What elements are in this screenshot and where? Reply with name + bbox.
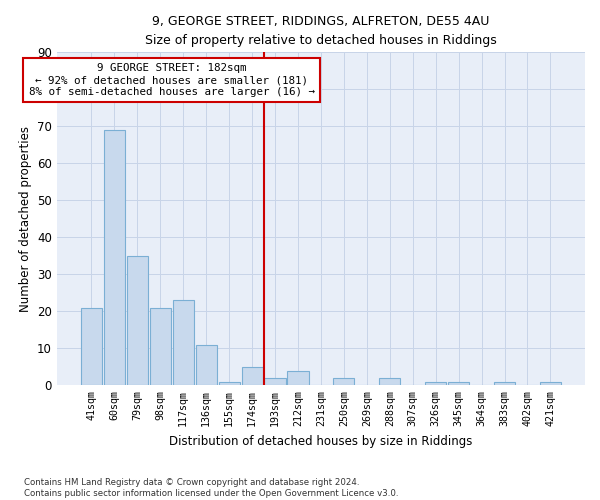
Bar bbox=[242, 367, 263, 386]
Bar bbox=[81, 308, 102, 386]
Bar bbox=[218, 382, 239, 386]
Bar bbox=[494, 382, 515, 386]
Bar bbox=[287, 370, 308, 386]
Text: 9 GEORGE STREET: 182sqm
← 92% of detached houses are smaller (181)
8% of semi-de: 9 GEORGE STREET: 182sqm ← 92% of detache… bbox=[29, 64, 315, 96]
Bar bbox=[104, 130, 125, 386]
Bar bbox=[425, 382, 446, 386]
X-axis label: Distribution of detached houses by size in Riddings: Distribution of detached houses by size … bbox=[169, 434, 473, 448]
Bar bbox=[127, 256, 148, 386]
Y-axis label: Number of detached properties: Number of detached properties bbox=[19, 126, 32, 312]
Bar bbox=[448, 382, 469, 386]
Title: 9, GEORGE STREET, RIDDINGS, ALFRETON, DE55 4AU
Size of property relative to deta: 9, GEORGE STREET, RIDDINGS, ALFRETON, DE… bbox=[145, 15, 497, 47]
Bar bbox=[173, 300, 194, 386]
Bar bbox=[150, 308, 171, 386]
Bar bbox=[379, 378, 400, 386]
Bar bbox=[265, 378, 286, 386]
Text: Contains HM Land Registry data © Crown copyright and database right 2024.
Contai: Contains HM Land Registry data © Crown c… bbox=[24, 478, 398, 498]
Bar bbox=[196, 344, 217, 386]
Bar bbox=[334, 378, 355, 386]
Bar bbox=[540, 382, 561, 386]
